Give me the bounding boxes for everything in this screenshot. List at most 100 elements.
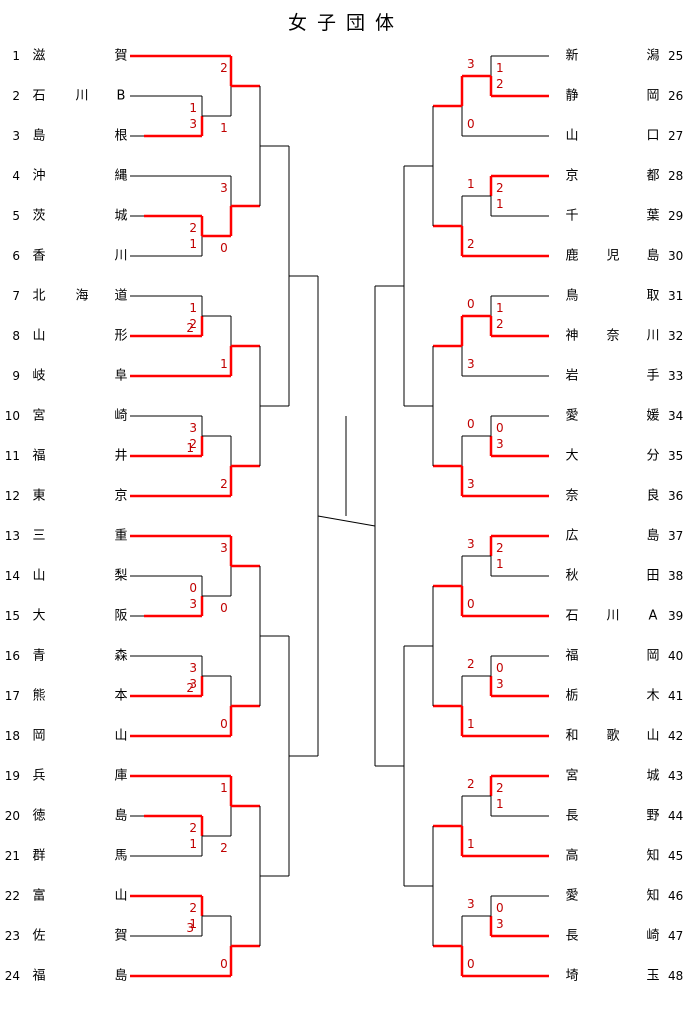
team-name-char: 道 [114, 289, 127, 304]
team-number: 20 [5, 809, 20, 823]
team-number: 22 [5, 889, 20, 903]
team-number: 34 [668, 409, 683, 423]
team-name-char: 沖 [32, 169, 45, 184]
team-number: 9 [12, 369, 20, 383]
score: 3 [496, 917, 504, 931]
score: 1 [496, 557, 504, 571]
team-number: 7 [12, 289, 20, 303]
team-name-char: 福 [565, 649, 578, 664]
team-name-char: 奈 [606, 329, 619, 344]
team-number: 23 [5, 929, 20, 943]
score: 2 [467, 237, 475, 251]
team-name-char: 根 [114, 129, 127, 144]
team-name-char: 都 [646, 169, 659, 184]
team-name-char: 北 [32, 289, 45, 304]
score: 2 [220, 61, 228, 75]
score: 2 [189, 821, 197, 835]
team-number: 43 [668, 769, 683, 783]
score: 3 [189, 117, 197, 131]
score: 2 [189, 901, 197, 915]
team-name-char: 愛 [565, 409, 578, 424]
score: 3 [467, 537, 475, 551]
team-name-char: 川 [646, 329, 659, 344]
score: 2 [467, 657, 475, 671]
score: 0 [467, 297, 475, 311]
team-name-char: 石 [32, 89, 45, 104]
team-number: 11 [5, 449, 20, 463]
team-name-char: 木 [646, 689, 659, 704]
team-name-char: 岐 [32, 369, 45, 384]
team-number: 30 [668, 249, 683, 263]
score: 1 [496, 797, 504, 811]
team-name-char: 宮 [32, 408, 45, 424]
score: 2 [496, 77, 504, 91]
team-number: 32 [668, 329, 683, 343]
team-number: 16 [5, 649, 20, 663]
team-name-char: 島 [114, 969, 127, 984]
team-number: 14 [5, 569, 20, 583]
team-name-char: 海 [75, 289, 88, 304]
team-name-char: 兵 [32, 769, 45, 784]
score: 1 [189, 301, 197, 315]
team-number: 41 [668, 689, 683, 703]
team-name-char: 阜 [114, 368, 127, 384]
team-number: 47 [668, 929, 683, 943]
team-name-char: 川 [606, 609, 619, 624]
score: 0 [467, 957, 475, 971]
team-name-char: 茨 [32, 209, 45, 224]
team-name-char: 重 [114, 528, 127, 544]
team-number: 27 [668, 129, 683, 143]
team-name-char: 山 [32, 329, 45, 344]
team-name-char: 岡 [32, 729, 45, 744]
score: 1 [496, 61, 504, 75]
score: 1 [496, 197, 504, 211]
score: 3 [189, 677, 197, 691]
team-name-char: 島 [32, 129, 45, 144]
score: 0 [496, 421, 504, 435]
team-name-char: 秋 [565, 569, 578, 584]
team-name-char: 広 [565, 529, 578, 544]
score: 2 [496, 181, 504, 195]
score: 1 [467, 837, 475, 851]
team-name-char: 口 [646, 129, 659, 144]
score: 3 [467, 57, 475, 71]
team-number: 29 [668, 209, 683, 223]
team-name-char: 東 [32, 488, 45, 504]
team-name-char: 媛 [646, 409, 659, 424]
team-name-char: 滋 [32, 49, 45, 64]
score: 0 [220, 717, 228, 731]
team-name-char: 岩 [565, 369, 578, 384]
score: 1 [189, 837, 197, 851]
score: 3 [467, 357, 475, 371]
team-name-char: 城 [114, 209, 127, 224]
score: 0 [467, 597, 475, 611]
team-number: 36 [668, 489, 683, 503]
team-name-char: 島 [114, 809, 127, 824]
team-name-char: 島 [646, 529, 659, 544]
team-number: 46 [668, 889, 683, 903]
score: 1 [220, 357, 228, 371]
score: 2 [220, 477, 228, 491]
team-number: 10 [5, 409, 20, 423]
score: 2 [189, 221, 197, 235]
final-line [317, 515, 376, 527]
team-name-char: 山 [32, 569, 45, 584]
team-name-char: 奈 [565, 489, 578, 504]
team-name-char: A [649, 609, 658, 624]
team-name-char: 大 [565, 449, 578, 464]
team-name-char: 宮 [565, 768, 578, 784]
team-number: 5 [12, 209, 20, 223]
score: 3 [467, 897, 475, 911]
team-name-char: 崎 [114, 409, 127, 424]
team-name-char: 馬 [114, 849, 127, 864]
team-name-char: 山 [114, 889, 127, 904]
score: 2 [496, 541, 504, 555]
team-name-char: 形 [114, 329, 127, 344]
score: 0 [189, 581, 197, 595]
team-number: 3 [12, 129, 20, 143]
team-name-char: 静 [565, 89, 578, 104]
team-name-char: 新 [565, 48, 578, 64]
score: 2 [496, 317, 504, 331]
team-number: 31 [668, 289, 683, 303]
